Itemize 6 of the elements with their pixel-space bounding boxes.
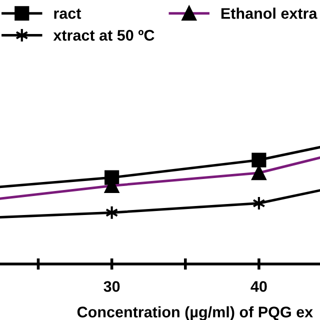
x-tick-label: 40 bbox=[250, 281, 267, 292]
x-tick-label: 30 bbox=[104, 281, 120, 292]
legend-label: ract bbox=[54, 8, 82, 19]
point bbox=[252, 152, 266, 168]
legend-label: Ethanol extra bbox=[221, 8, 318, 19]
legend-label: xtract at 50 ºC bbox=[53, 30, 154, 41]
